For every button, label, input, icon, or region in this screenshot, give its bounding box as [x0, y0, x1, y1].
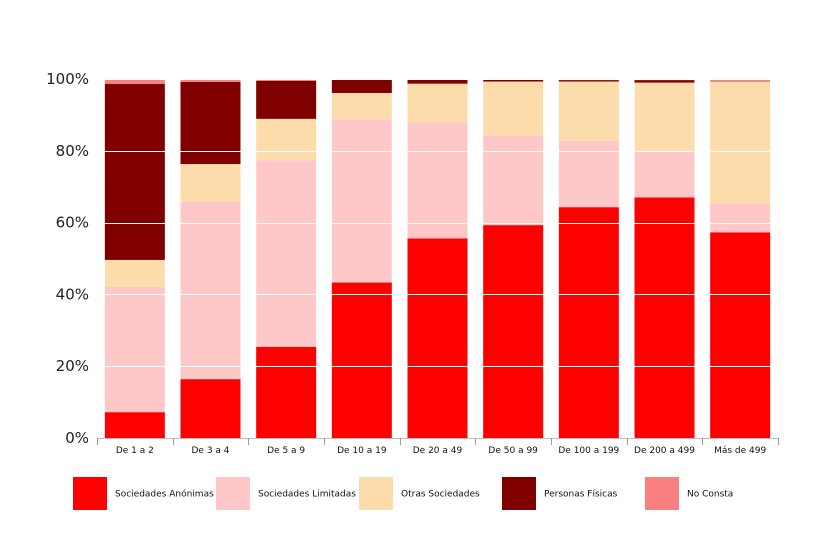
- y-tick-label: 60%: [56, 214, 89, 232]
- legend-label-otras-sociedades: Otras Sociedades: [401, 490, 480, 500]
- legend-label-sociedades-limitadas: Sociedades Limitadas: [258, 490, 356, 500]
- bar-sociedades-anonimas-de-1-a-2: [104, 412, 165, 438]
- bar-sociedades-limitadas-de-100-a-199: [558, 140, 619, 208]
- x-tick-label: Más de 499: [714, 446, 766, 456]
- bars-group: [104, 79, 771, 438]
- bar-sociedades-anonimas-de-3-a-4: [180, 379, 241, 438]
- bar-personas-fisicas-de-10-a-19: [331, 79, 392, 94]
- bar-sociedades-limitadas-de-1-a-2: [104, 286, 165, 413]
- bar-no-consta-mas-de-499: [710, 79, 771, 82]
- legend-swatch-sociedades-anonimas: [73, 477, 107, 510]
- bar-sociedades-limitadas-de-50-a-99: [483, 135, 544, 226]
- x-tick-label: De 10 a 19: [337, 446, 387, 456]
- bar-otras-sociedades-de-1-a-2: [104, 259, 165, 287]
- bar-otras-sociedades-de-20-a-49: [407, 83, 468, 123]
- bar-personas-fisicas-de-50-a-99: [483, 79, 544, 82]
- legend-swatch-sociedades-limitadas: [216, 477, 250, 510]
- bar-sociedades-limitadas-de-5-a-9: [256, 160, 317, 347]
- legend-label-sociedades-anonimas: Sociedades Anónimas: [115, 489, 214, 500]
- axes: 0% 20% 40% 60% 80% 100% De 1 a 2 De 3 a 4 De 5 a…: [46, 70, 779, 456]
- x-tick-label: De 100 a 199: [558, 446, 619, 456]
- x-tick-label: De 50 a 99: [488, 446, 538, 456]
- y-tick-label: 40%: [56, 285, 89, 303]
- bar-sociedades-anonimas-de-100-a-199: [558, 207, 619, 438]
- legend-swatch-otras-sociedades: [359, 477, 393, 510]
- bar-personas-fisicas-de-3-a-4: [180, 81, 241, 165]
- bar-otras-sociedades-de-100-a-199: [558, 81, 619, 141]
- bar-otras-sociedades-de-50-a-99: [483, 81, 544, 136]
- bar-personas-fisicas-de-5-a-9: [256, 80, 317, 119]
- bar-sociedades-limitadas-de-200-a-499: [634, 150, 695, 198]
- bar-otras-sociedades-de-5-a-9: [256, 118, 317, 161]
- legend-label-personas-fisicas: Personas Físicas: [544, 490, 618, 500]
- bar-personas-fisicas-de-1-a-2: [104, 84, 165, 260]
- bar-sociedades-anonimas-de-200-a-499: [634, 197, 695, 438]
- bar-sociedades-anonimas-de-5-a-9: [256, 346, 317, 438]
- x-tick-label: De 5 a 9: [267, 446, 305, 456]
- legend: Sociedades Anónimas Sociedades Limitadas O…: [73, 477, 733, 510]
- bar-no-consta-de-1-a-2: [104, 79, 165, 85]
- bar-otras-sociedades-mas-de-499: [710, 81, 771, 204]
- bar-otras-sociedades-de-3-a-4: [180, 164, 241, 202]
- bar-sociedades-anonimas-de-20-a-49: [407, 238, 468, 438]
- legend-label-no-consta: No Consta: [687, 490, 733, 500]
- bar-personas-fisicas-de-200-a-499: [634, 80, 695, 83]
- gridlines: [97, 79, 778, 367]
- x-tick-label: De 200 a 499: [634, 446, 695, 456]
- bar-no-consta-de-3-a-4: [180, 79, 241, 82]
- bar-sociedades-limitadas-de-3-a-4: [180, 201, 241, 380]
- legend-swatch-no-consta: [645, 477, 679, 510]
- y-tick-label: 0%: [65, 429, 89, 447]
- y-tick-label: 20%: [56, 357, 89, 375]
- y-tick-label: 100%: [46, 70, 89, 88]
- bar-sociedades-limitadas-de-20-a-49: [407, 122, 468, 239]
- bar-sociedades-limitadas-mas-de-499: [710, 203, 771, 233]
- bar-sociedades-anonimas-de-10-a-19: [331, 282, 392, 438]
- y-tick-label: 80%: [56, 142, 89, 160]
- bar-otras-sociedades-de-200-a-499: [634, 82, 695, 151]
- x-tick-label: De 1 a 2: [116, 446, 154, 456]
- bar-personas-fisicas-de-100-a-199: [558, 80, 619, 82]
- bar-personas-fisicas-de-20-a-49: [407, 79, 468, 84]
- bar-sociedades-anonimas-mas-de-499: [710, 232, 771, 438]
- bar-otras-sociedades-de-10-a-19: [331, 93, 392, 120]
- x-tick-label: De 20 a 49: [413, 446, 463, 456]
- legend-swatch-personas-fisicas: [502, 477, 536, 510]
- bar-sociedades-limitadas-de-10-a-19: [331, 119, 392, 283]
- x-tick-label: De 3 a 4: [191, 446, 229, 456]
- bar-sociedades-anonimas-de-50-a-99: [483, 225, 544, 438]
